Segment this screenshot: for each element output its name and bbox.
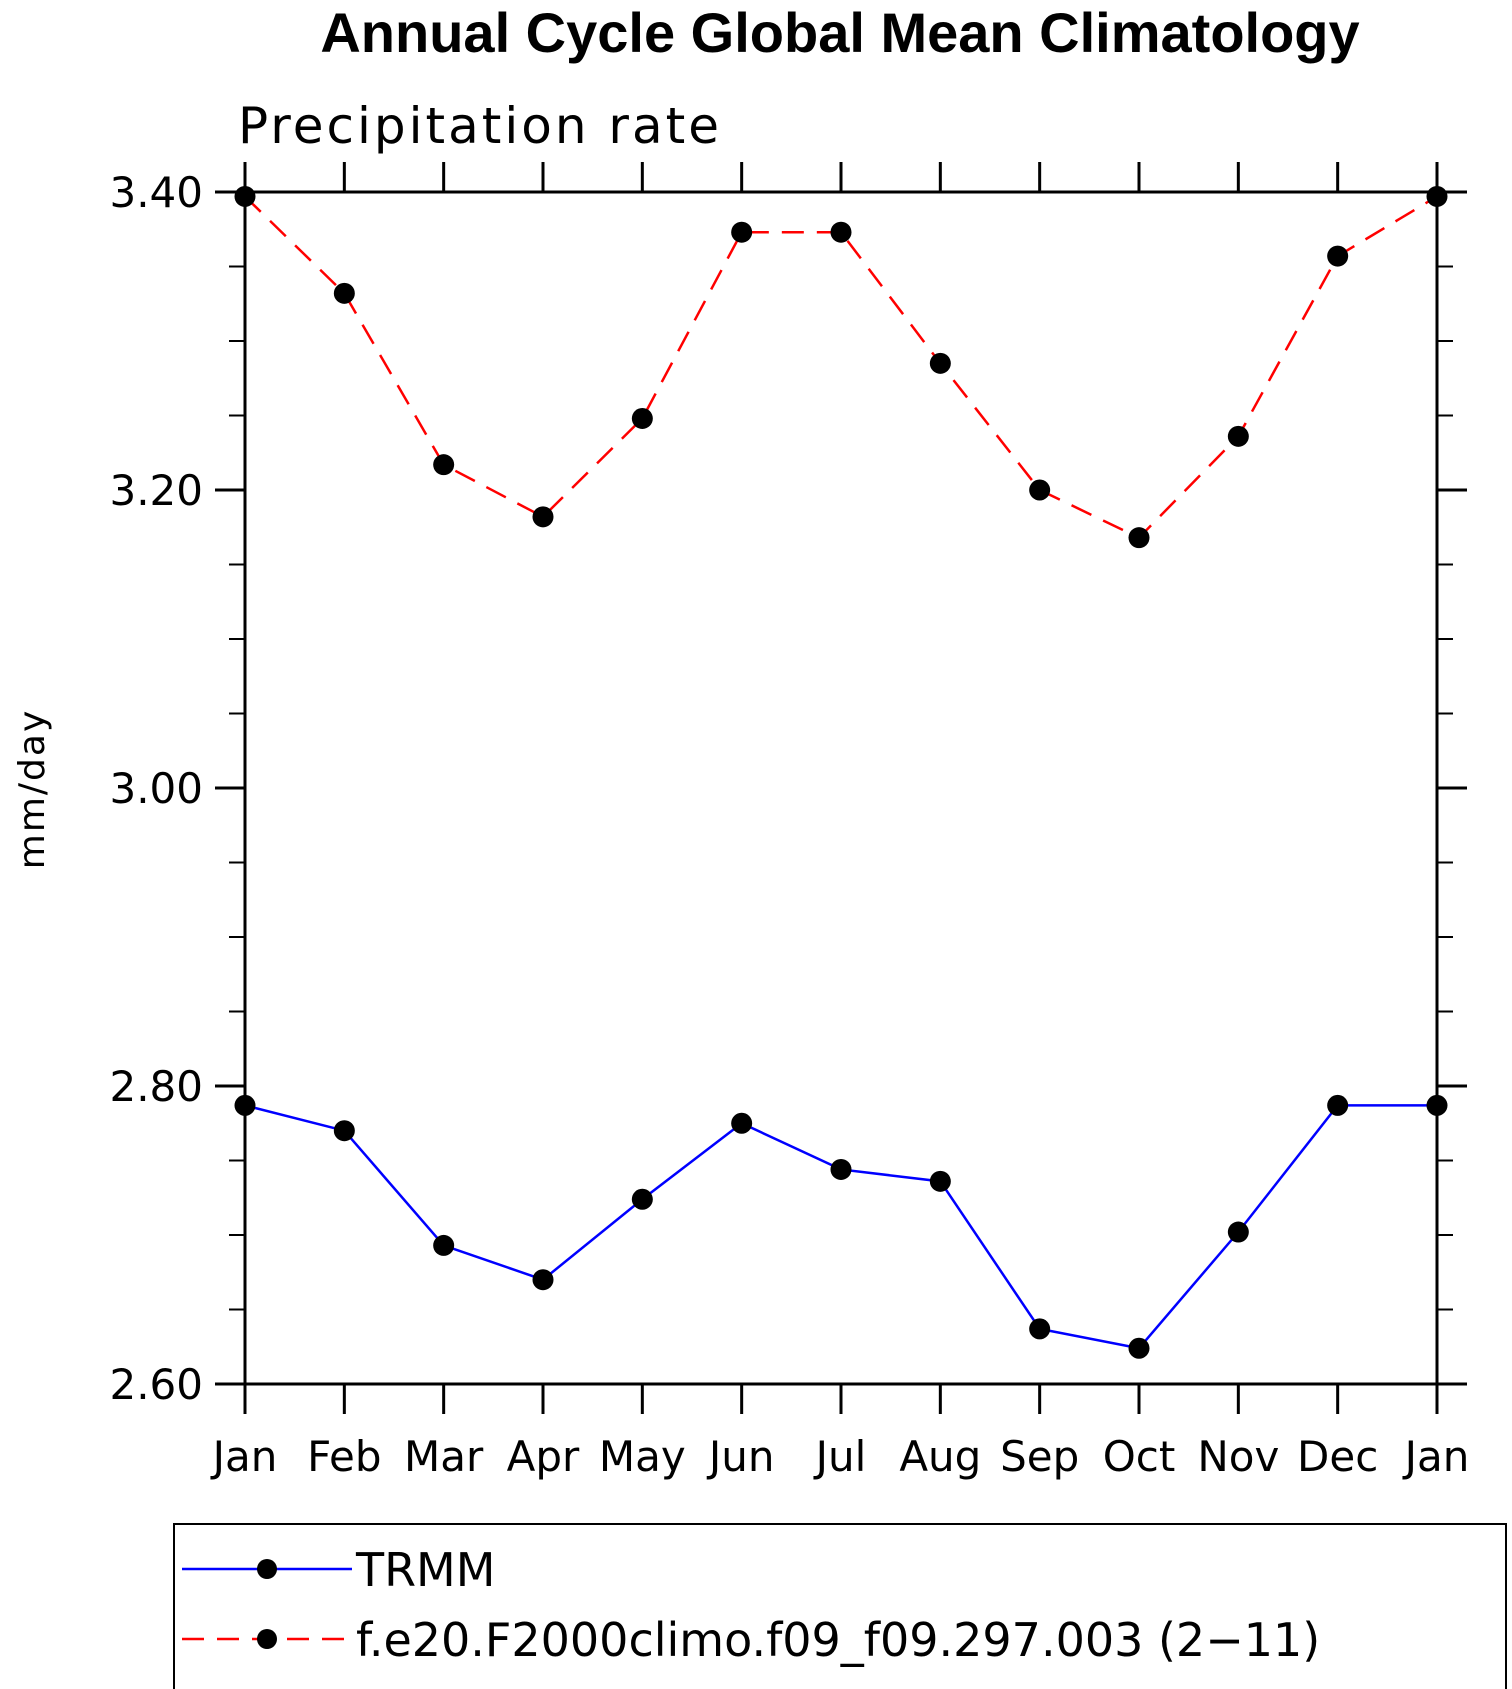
- legend-label-model: f.e20.F2000climo.f09_f09.297.003 (2−11): [356, 1613, 1320, 1667]
- data-point-series-0: [1426, 1094, 1448, 1116]
- x-tick-label: Aug: [899, 1432, 981, 1481]
- data-point-series-1: [1327, 245, 1349, 267]
- data-point-series-0: [1327, 1094, 1349, 1116]
- x-tick-label: Jan: [210, 1432, 278, 1481]
- data-point-series-1: [333, 282, 355, 304]
- data-point-series-1: [433, 454, 455, 476]
- data-point-series-0: [1227, 1221, 1249, 1243]
- x-tick-label: Jun: [706, 1432, 775, 1481]
- data-point-series-0: [631, 1188, 653, 1210]
- series-line-0: [244, 1104, 1437, 1350]
- data-point-series-1: [1029, 479, 1051, 501]
- x-tick-label: Jan: [1402, 1432, 1470, 1481]
- x-tick-label: Oct: [1103, 1432, 1176, 1481]
- data-point-series-1: [929, 352, 951, 374]
- legend-box: [173, 1523, 1507, 1689]
- y-tick-label: 3.00: [109, 764, 203, 813]
- y-tick-label: 3.20: [109, 466, 203, 515]
- x-tick-label: May: [599, 1432, 686, 1481]
- data-point-series-0: [1128, 1337, 1150, 1359]
- x-tick-label: Mar: [404, 1432, 484, 1481]
- x-tick-label: Jul: [813, 1432, 867, 1481]
- data-point-series-0: [532, 1269, 554, 1291]
- data-point-series-1: [631, 407, 653, 429]
- data-point-series-1: [830, 221, 852, 243]
- x-tick-label: Dec: [1297, 1432, 1378, 1481]
- y-tick-label: 2.80: [109, 1062, 203, 1111]
- chart-title: Annual Cycle Global Mean Climatology: [320, 1, 1359, 64]
- data-point-series-0: [1029, 1318, 1051, 1340]
- series-layer: [234, 185, 1448, 1359]
- data-point-series-0: [731, 1112, 753, 1134]
- legend-marker-model: [257, 1629, 277, 1649]
- series-line-1: [244, 195, 1438, 540]
- data-point-series-0: [433, 1234, 455, 1256]
- x-tick-label: Feb: [307, 1432, 381, 1481]
- y-axis-title: mm/day: [12, 709, 53, 869]
- data-point-series-1: [234, 185, 256, 207]
- data-point-series-1: [532, 506, 554, 528]
- data-point-series-1: [1128, 527, 1150, 549]
- legend-marker-trmm: [257, 1559, 277, 1579]
- x-tick-label: Nov: [1197, 1432, 1279, 1481]
- data-point-series-0: [929, 1170, 951, 1192]
- legend: TRMM f.e20.F2000climo.f09_f09.297.003 (2…: [173, 1523, 1507, 1689]
- data-point-series-1: [1426, 185, 1448, 207]
- data-point-series-1: [1227, 425, 1249, 447]
- data-point-series-0: [830, 1158, 852, 1180]
- data-point-series-0: [333, 1120, 355, 1142]
- chart-subtitle: Precipitation rate: [238, 97, 722, 155]
- axis-ticks: Jan Feb Mar Apr May Jun Jul Aug Sep Oct Nov Dec Jan2…: [109, 162, 1469, 1481]
- y-tick-label: 2.60: [109, 1360, 203, 1409]
- data-point-series-1: [731, 221, 753, 243]
- x-tick-label: Sep: [1000, 1432, 1079, 1481]
- x-tick-label: Apr: [507, 1432, 580, 1481]
- legend-label-trmm: TRMM: [355, 1543, 495, 1597]
- data-point-series-0: [234, 1094, 256, 1116]
- y-tick-label: 3.40: [109, 168, 203, 217]
